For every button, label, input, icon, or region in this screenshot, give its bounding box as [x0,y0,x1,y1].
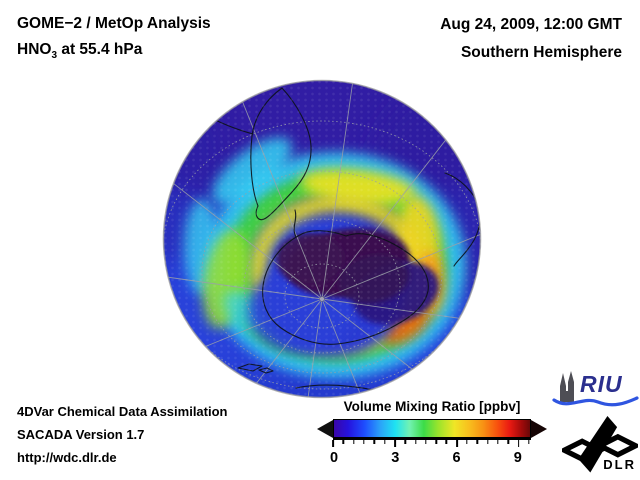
coast-antarctica [262,230,429,345]
colorbar: Volume Mixing Ratio [ppbv] 0 3 6 9 [317,399,547,468]
coast-south-america [250,87,312,221]
dlr-logo: DLR [558,416,640,474]
header-right: Aug 24, 2009, 12:00 GMT Southern Hemisph… [440,11,622,67]
colorbar-title: Volume Mixing Ratio [ppbv] [343,399,521,414]
south-pole-point [319,296,325,302]
colorbar-gradient [333,419,531,438]
colorbar-tick-label: 0 [329,450,339,466]
colorbar-tick-label: 3 [391,450,400,466]
coastlines [191,87,481,391]
version-label: SACADA Version 1.7 [17,427,145,442]
cathedral-icon [560,371,574,402]
colorbar-underflow-arrow-icon [317,419,333,438]
globe-limb [162,79,482,399]
hemisphere-label: Southern Hemisphere [460,44,622,61]
dlr-star-icon [558,416,640,473]
header-left: GOME−2 / MetOp Analysis HNO3 at 55.4 hPa [17,11,211,69]
hemisphere-map [162,79,482,399]
species-name: HNO [17,41,52,58]
riu-logo-text: RIU [580,371,623,397]
footer-left: 4DVar Chemical Data Assimilation SACADA … [17,400,228,469]
polar-map-svg [162,79,482,399]
colorbar-labels: 0 3 6 9 [330,450,530,468]
datetime-label: Aug 24, 2009, 12:00 GMT [440,16,622,33]
colorbar-overflow-arrow-icon [531,419,547,438]
riu-logo-graphic [552,371,639,407]
species-subscript: 3 [51,50,58,61]
riu-logo: RIU [551,369,640,413]
coast-bottom [295,384,375,391]
analysis-title: GOME−2 / MetOp Analysis [17,15,211,32]
dlr-logo-text: DLR [603,457,636,472]
colorbar-tick-label: 6 [452,450,461,466]
assimilation-label: 4DVar Chemical Data Assimilation [17,404,228,419]
colorbar-bar [317,419,547,438]
meridians [163,80,481,398]
colorbar-tick-label: 9 [513,450,522,466]
colorbar-ticks [332,438,531,449]
polar-vortex-core [276,228,439,325]
url-label: http://wdc.dlr.de [17,450,117,465]
species-level-line: HNO3 at 55.4 hPa [17,37,211,69]
latitude-circles [163,80,481,398]
pressure-level: at 55.4 hPa [57,41,143,58]
graticule [163,80,481,398]
river-wave-icon [552,396,639,407]
coast-islands [237,363,274,374]
dlr-logo-graphic [558,416,640,473]
coast-australia [444,172,481,267]
coast-antarctic-peninsula [293,209,297,238]
